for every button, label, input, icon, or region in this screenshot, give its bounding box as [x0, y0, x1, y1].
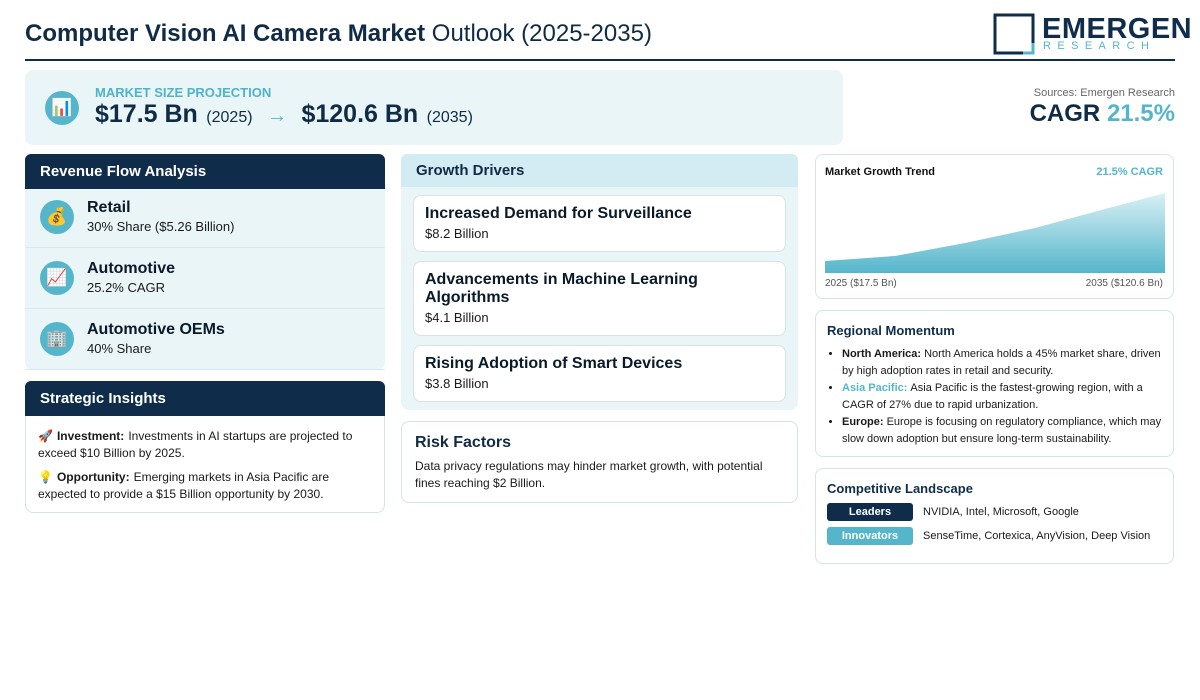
trend-title: Market Growth Trend: [825, 166, 936, 178]
projection-values: $17.5 Bn (2025) → $120.6 Bn (2035): [95, 100, 473, 129]
insight: 💡 Opportunity: Emerging markets in Asia Pa…: [38, 469, 372, 503]
driver-value: $3.8 Billion: [425, 376, 489, 391]
competitive-row: Innovators SenseTime, Cortexica, AnyVisio…: [827, 527, 1162, 545]
revenue-icon: 🏢: [40, 322, 74, 356]
trend-badge: 21.5% CAGR: [1096, 166, 1163, 178]
logo-mark: [993, 13, 1035, 55]
trend-end: 2035 ($120.6 Bn): [1085, 278, 1163, 289]
header-rule: [25, 59, 1175, 61]
driver-card: Advancements in Machine Learning Algorit…: [413, 261, 786, 336]
competitive-panel: Competitive Landscape Leaders NVIDIA, Int…: [815, 468, 1174, 564]
projection-icon: 📊: [45, 91, 79, 125]
title-rest: Outlook (2025-2035): [425, 20, 652, 47]
competitive-label: Innovators: [827, 527, 913, 545]
region-name: Europe:: [842, 416, 884, 428]
regional-panel: Regional Momentum North America:North Am…: [815, 310, 1174, 457]
competitive-row: Leaders NVIDIA, Intel, Microsoft, Google: [827, 503, 1162, 521]
insight-label: Investment:: [56, 429, 125, 443]
insights-title: Strategic Insights: [25, 381, 385, 416]
region-text: North America holds a 45% market share, …: [842, 348, 1161, 377]
region-name: Asia Pacific:: [842, 382, 908, 394]
logo-text: EMERGEN: [1042, 13, 1193, 45]
trend-area: [825, 193, 1165, 273]
projection-label: MARKET SIZE PROJECTION: [95, 85, 272, 100]
start-value: $17.5 Bn: [95, 100, 198, 128]
risk-text: Data privacy regulations may hinder mark…: [415, 459, 763, 490]
revenue-title: Revenue Flow Analysis: [25, 154, 385, 189]
projection-panel: 📊 MARKET SIZE PROJECTION $17.5 Bn (2025)…: [25, 70, 843, 145]
revenue-icon: 💰: [40, 200, 74, 234]
source: Sources: Emergen Research: [1033, 87, 1175, 99]
start-year: (2025): [206, 109, 253, 126]
insight-label: Opportunity:: [56, 470, 130, 484]
revenue-item-detail: 25.2% CAGR: [87, 280, 166, 295]
driver-title: Advancements in Machine Learning Algorit…: [425, 271, 698, 306]
driver-value: $4.1 Billion: [425, 310, 489, 325]
cagr-label: CAGR: [1029, 100, 1101, 127]
driver-title: Increased Demand for Surveillance: [425, 205, 692, 222]
insight-text: Investments in AI startups are projected…: [38, 429, 353, 460]
region-name: North America:: [842, 348, 922, 360]
cagr: CAGR 21.5%: [1030, 100, 1175, 128]
region-text: Asia Pacific is the fastest-growing regi…: [842, 382, 1143, 411]
cagr-value: 21.5%: [1106, 100, 1175, 127]
end-value: $120.6 Bn: [301, 100, 419, 128]
driver-card: Increased Demand for Surveillance $8.2 Bi…: [413, 195, 786, 252]
insight: 🚀 Investment: Investments in AI startups a…: [38, 428, 372, 462]
region-item: North America:North America holds a 45% …: [842, 346, 1162, 380]
driver-title: Rising Adoption of Smart Devices: [425, 355, 683, 372]
revenue-item-title: Automotive: [87, 260, 175, 277]
strategic-insights: Strategic Insights 🚀 Investment: Investmen…: [25, 381, 385, 513]
trend-start: 2025 ($17.5 Bn): [825, 278, 897, 289]
revenue-row: 📈 Automotive 25.2% CAGR: [25, 248, 385, 309]
page-title: Computer Vision AI Camera Market Outlook…: [25, 20, 652, 48]
drivers-title: Growth Drivers: [401, 154, 798, 187]
revenue-item-detail: 30% Share ($5.26 Billion): [87, 219, 235, 234]
revenue-row: 💰 Retail 30% Share ($5.26 Billion): [25, 187, 385, 248]
arrow: →: [267, 105, 287, 127]
insight-text: Emerging markets in Asia Pacific are exp…: [38, 470, 330, 501]
revenue-item-title: Automotive OEMs: [87, 321, 225, 338]
end-year: (2035): [426, 109, 473, 126]
region-item: Europe:Europe is focusing on regulatory …: [842, 414, 1162, 448]
region-item: Asia Pacific:Asia Pacific is the fastest…: [842, 380, 1162, 414]
revenue-item-title: Retail: [87, 199, 131, 216]
revenue-icon: 📈: [40, 261, 74, 295]
driver-value: $8.2 Billion: [425, 226, 489, 241]
risk-title: Risk Factors: [415, 434, 512, 451]
title-bold: Computer Vision AI Camera Market: [25, 20, 426, 47]
insight-icon: 🚀: [38, 429, 53, 443]
revenue-row: 🏢 Automotive OEMs 40% Share: [25, 309, 385, 370]
growth-drivers: Growth Drivers Increased Demand for Surv…: [401, 154, 798, 410]
driver-card: Rising Adoption of Smart Devices $3.8 Bil…: [413, 345, 786, 402]
region-text: Europe is focusing on regulatory complia…: [842, 416, 1162, 445]
competitive-companies: SenseTime, Cortexica, AnyVision, Deep Vi…: [923, 530, 1151, 542]
competitive-label: Leaders: [827, 503, 913, 521]
risk-factors: Risk Factors Data privacy regulations ma…: [401, 421, 798, 503]
logo-sub: RESEARCH: [1043, 40, 1156, 52]
competitive-title: Competitive Landscape: [827, 481, 973, 496]
revenue-flow: Revenue Flow Analysis 💰 Retail 30% Share (…: [25, 154, 385, 370]
insight-icon: 💡: [38, 470, 53, 484]
revenue-item-detail: 40% Share: [87, 341, 152, 356]
trend-panel: Market Growth Trend 21.5% CAGR 2025 ($17…: [815, 154, 1174, 299]
regional-title: Regional Momentum: [827, 323, 955, 338]
competitive-companies: NVIDIA, Intel, Microsoft, Google: [923, 506, 1079, 518]
